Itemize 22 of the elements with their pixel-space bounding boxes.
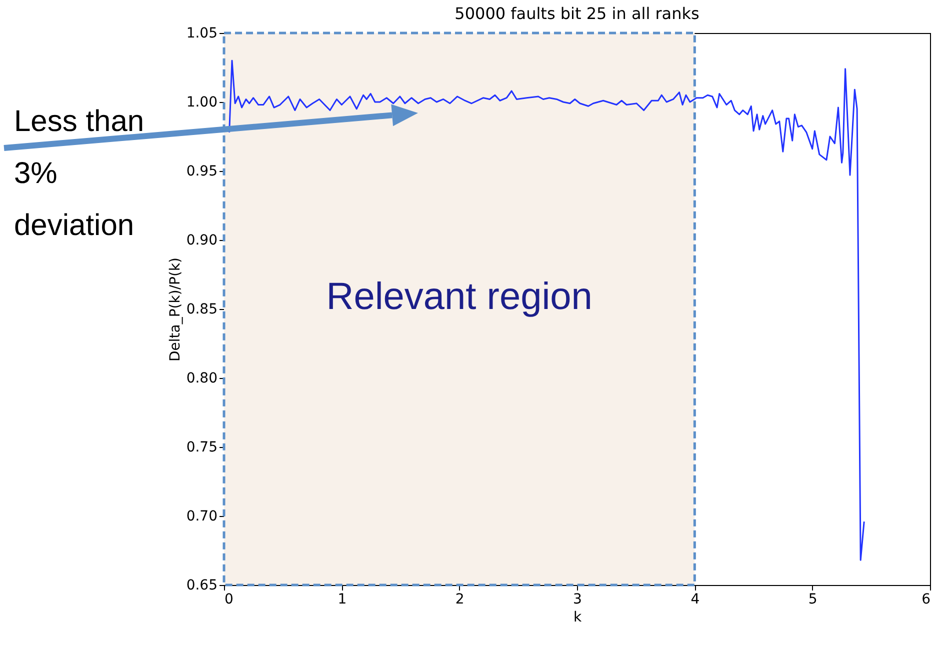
y-tick-label: 1.00 bbox=[186, 94, 218, 110]
y-tick-label: 1.05 bbox=[186, 26, 218, 42]
x-tick-label: 2 bbox=[455, 592, 464, 608]
y-tick-label: 0.90 bbox=[186, 232, 218, 248]
x-axis-title: k bbox=[573, 610, 582, 626]
x-tick-label: 1 bbox=[338, 592, 347, 608]
line-series bbox=[228, 60, 865, 561]
y-tick-label: 0.65 bbox=[186, 578, 218, 594]
y-tick-label: 0.80 bbox=[186, 370, 218, 386]
y-tick-label: 0.70 bbox=[186, 508, 218, 524]
y-axis-title: Delta_P(k)/P(k) bbox=[167, 257, 184, 362]
chart-title: 50000 faults bit 25 in all ranks bbox=[454, 4, 700, 23]
y-tick-label: 0.95 bbox=[186, 164, 218, 180]
x-tick-label: 5 bbox=[808, 592, 818, 608]
y-tick-label: 0.85 bbox=[186, 302, 218, 318]
y-tick-label: 0.75 bbox=[186, 440, 218, 456]
band-label: Relevant region bbox=[326, 276, 592, 318]
x-tick-label: 3 bbox=[573, 592, 582, 608]
x-tick-label: 4 bbox=[690, 592, 700, 608]
x-tick-label: 0 bbox=[224, 592, 234, 608]
x-tick-label: 6 bbox=[922, 592, 931, 608]
text: Less than 3% deviation bbox=[14, 104, 146, 244]
